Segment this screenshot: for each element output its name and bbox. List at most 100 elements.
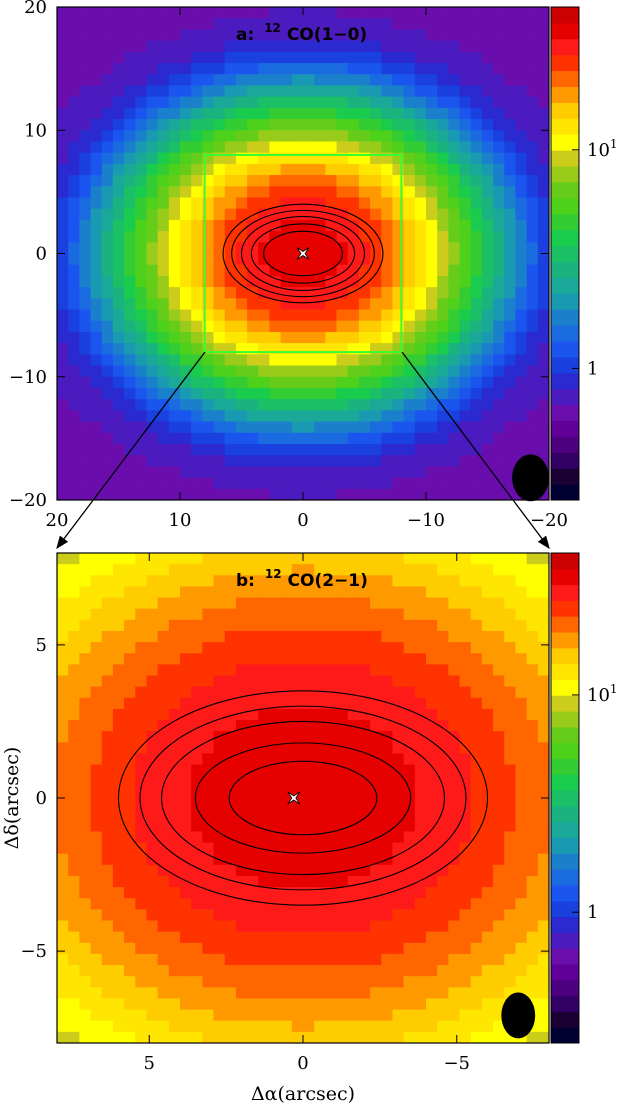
- heat-cell: [202, 764, 215, 777]
- heat-cell: [168, 298, 181, 311]
- heat-cell: [347, 410, 360, 423]
- heat-cell: [470, 686, 483, 699]
- heat-cell: [403, 18, 416, 31]
- colorbar-step: [551, 979, 579, 997]
- heat-cell: [403, 253, 416, 266]
- heat-cell: [124, 432, 136, 445]
- colorbar-step: [551, 742, 579, 759]
- heat-cell: [291, 630, 304, 643]
- heat-cell: [224, 987, 237, 1000]
- heat-cell: [537, 775, 549, 788]
- heat-cell: [347, 564, 360, 576]
- heat-cell: [336, 753, 349, 766]
- heat-cell: [224, 697, 237, 710]
- heat-cell: [124, 85, 136, 98]
- heat-cell: [202, 987, 215, 1000]
- heat-cell: [515, 976, 528, 988]
- heat-cell: [358, 809, 371, 821]
- heat-cell: [101, 853, 114, 866]
- heat-cell: [135, 875, 148, 888]
- heat-cell: [336, 40, 349, 53]
- heat-cell: [124, 998, 136, 1011]
- heat-cell: [269, 853, 282, 866]
- heat-cell: [392, 264, 405, 277]
- heat-cell: [537, 432, 549, 445]
- heat-cell: [191, 152, 203, 165]
- heat-cell: [448, 477, 461, 490]
- heat-cell: [213, 909, 226, 922]
- heat-cell: [325, 343, 338, 355]
- heat-cell: [403, 40, 416, 53]
- heat-cell: [258, 697, 271, 710]
- heat-cell: [314, 175, 326, 187]
- heat-cell: [213, 965, 226, 977]
- heat-cell: [493, 630, 505, 643]
- heat-cell: [79, 29, 92, 42]
- heat-cell: [347, 798, 360, 810]
- heat-cell: [526, 742, 539, 755]
- heat-cell: [470, 421, 483, 434]
- heat-cell: [112, 51, 125, 64]
- heat-cell: [526, 630, 539, 643]
- heat-cell: [213, 309, 226, 322]
- heat-cell: [280, 208, 293, 221]
- heat-cell: [347, 786, 360, 799]
- heat-cell: [403, 608, 416, 621]
- colorbar-step: [551, 38, 579, 56]
- heat-cell: [101, 642, 114, 654]
- heat-cell: [426, 619, 438, 632]
- heat-cell: [191, 965, 203, 977]
- heat-cell: [247, 410, 259, 423]
- heat-cell: [403, 1020, 416, 1033]
- heat-cell: [347, 853, 360, 866]
- heat-cell: [493, 51, 505, 64]
- heat-cell: [370, 96, 382, 109]
- heat-cell: [157, 653, 170, 665]
- heat-cell: [459, 40, 472, 53]
- heat-cell: [504, 575, 517, 588]
- heat-cell: [101, 175, 114, 187]
- heat-cell: [303, 455, 315, 467]
- heat-cell: [392, 107, 405, 120]
- heat-cell: [325, 708, 338, 721]
- heat-cell: [101, 119, 114, 131]
- heat-cell: [101, 421, 114, 434]
- colorbar-step: [551, 884, 579, 902]
- heat-cell: [448, 831, 461, 844]
- heat-cell: [448, 953, 461, 966]
- heat-cell: [303, 208, 315, 221]
- heat-cell: [146, 96, 159, 109]
- heat-cell: [168, 619, 181, 632]
- heat-cell: [358, 875, 371, 888]
- heat-cell: [235, 432, 248, 445]
- heat-cell: [112, 432, 125, 445]
- heat-cell: [303, 107, 315, 120]
- heat-cell: [347, 331, 360, 344]
- heat-cell: [269, 152, 282, 165]
- heat-cell: [124, 1020, 136, 1033]
- heat-cell: [280, 152, 293, 165]
- colorbar-frame: [550, 552, 580, 1044]
- heat-cell: [325, 51, 338, 64]
- heat-cell: [112, 564, 125, 576]
- heat-cell: [112, 575, 125, 588]
- heat-cell: [325, 697, 338, 710]
- heat-cell: [437, 410, 449, 423]
- heat-cell: [470, 575, 483, 588]
- heat-cell: [68, 619, 80, 632]
- heat-cell: [448, 231, 461, 243]
- heat-cell: [526, 931, 539, 944]
- heat-cell: [336, 653, 349, 665]
- heat-cell: [180, 853, 192, 866]
- heat-cell: [515, 597, 528, 610]
- heat-cell: [392, 809, 405, 821]
- heat-cell: [537, 597, 549, 610]
- heat-cell: [426, 987, 438, 1000]
- heat-cell: [124, 354, 136, 367]
- heat-cell: [515, 298, 528, 311]
- heat-cell: [358, 29, 371, 42]
- heat-cell: [403, 976, 416, 988]
- x-tick-label: −10: [407, 510, 445, 531]
- heat-cell: [493, 642, 505, 654]
- colorbar-step: [551, 7, 579, 24]
